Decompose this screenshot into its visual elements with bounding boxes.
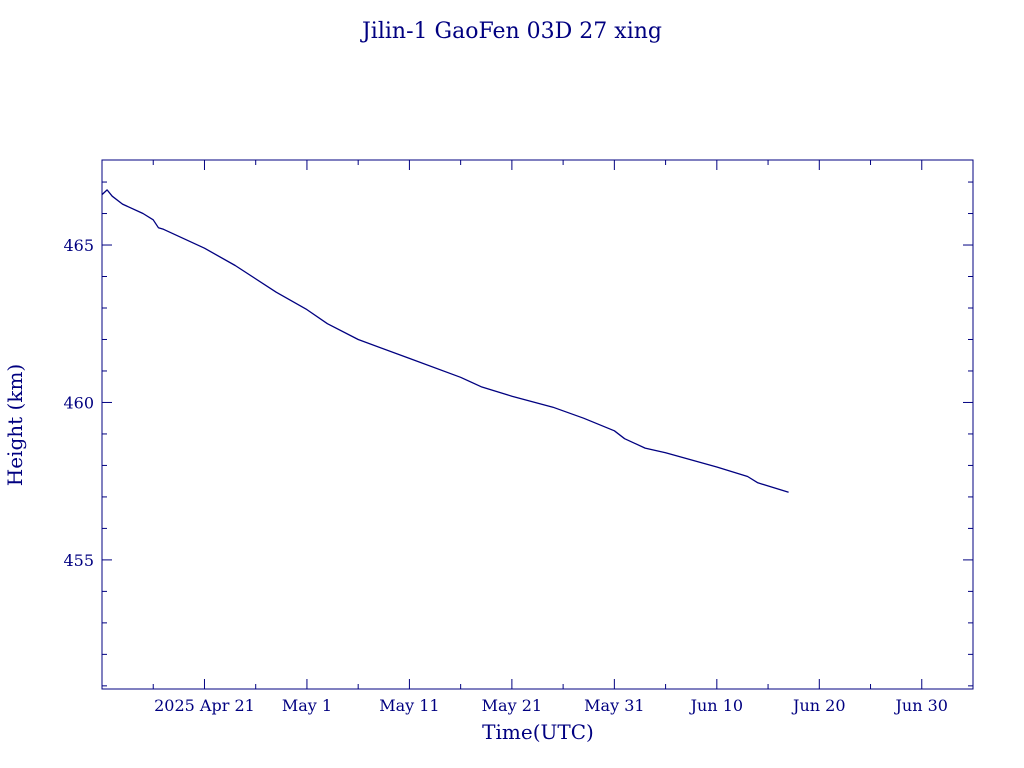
y-tick-label: 465 [63, 236, 94, 255]
x-axis-label: Time(UTC) [482, 720, 594, 744]
x-tick-label: Jun 20 [791, 696, 845, 715]
x-tick-label: May 11 [379, 696, 439, 715]
x-tick-label: Jun 10 [689, 696, 743, 715]
x-tick-label: Jun 30 [894, 696, 948, 715]
y-tick-label: 460 [63, 393, 94, 412]
chart-title: Jilin-1 GaoFen 03D 27 xing [360, 19, 662, 44]
y-tick-label: 455 [63, 551, 94, 570]
y-axis-label: Height (km) [3, 364, 27, 486]
x-tick-label: 2025 Apr 21 [154, 696, 255, 715]
axis-ticks [102, 160, 973, 689]
x-tick-label: May 21 [482, 696, 542, 715]
height-series-line [101, 189, 789, 493]
tick-labels: 2025 Apr 21 May 1 May 11 May 21 May 31 Jun 10… [63, 236, 948, 715]
x-tick-label: May 1 [282, 696, 332, 715]
x-tick-label: May 31 [584, 696, 644, 715]
plot-frame [101, 159, 974, 690]
